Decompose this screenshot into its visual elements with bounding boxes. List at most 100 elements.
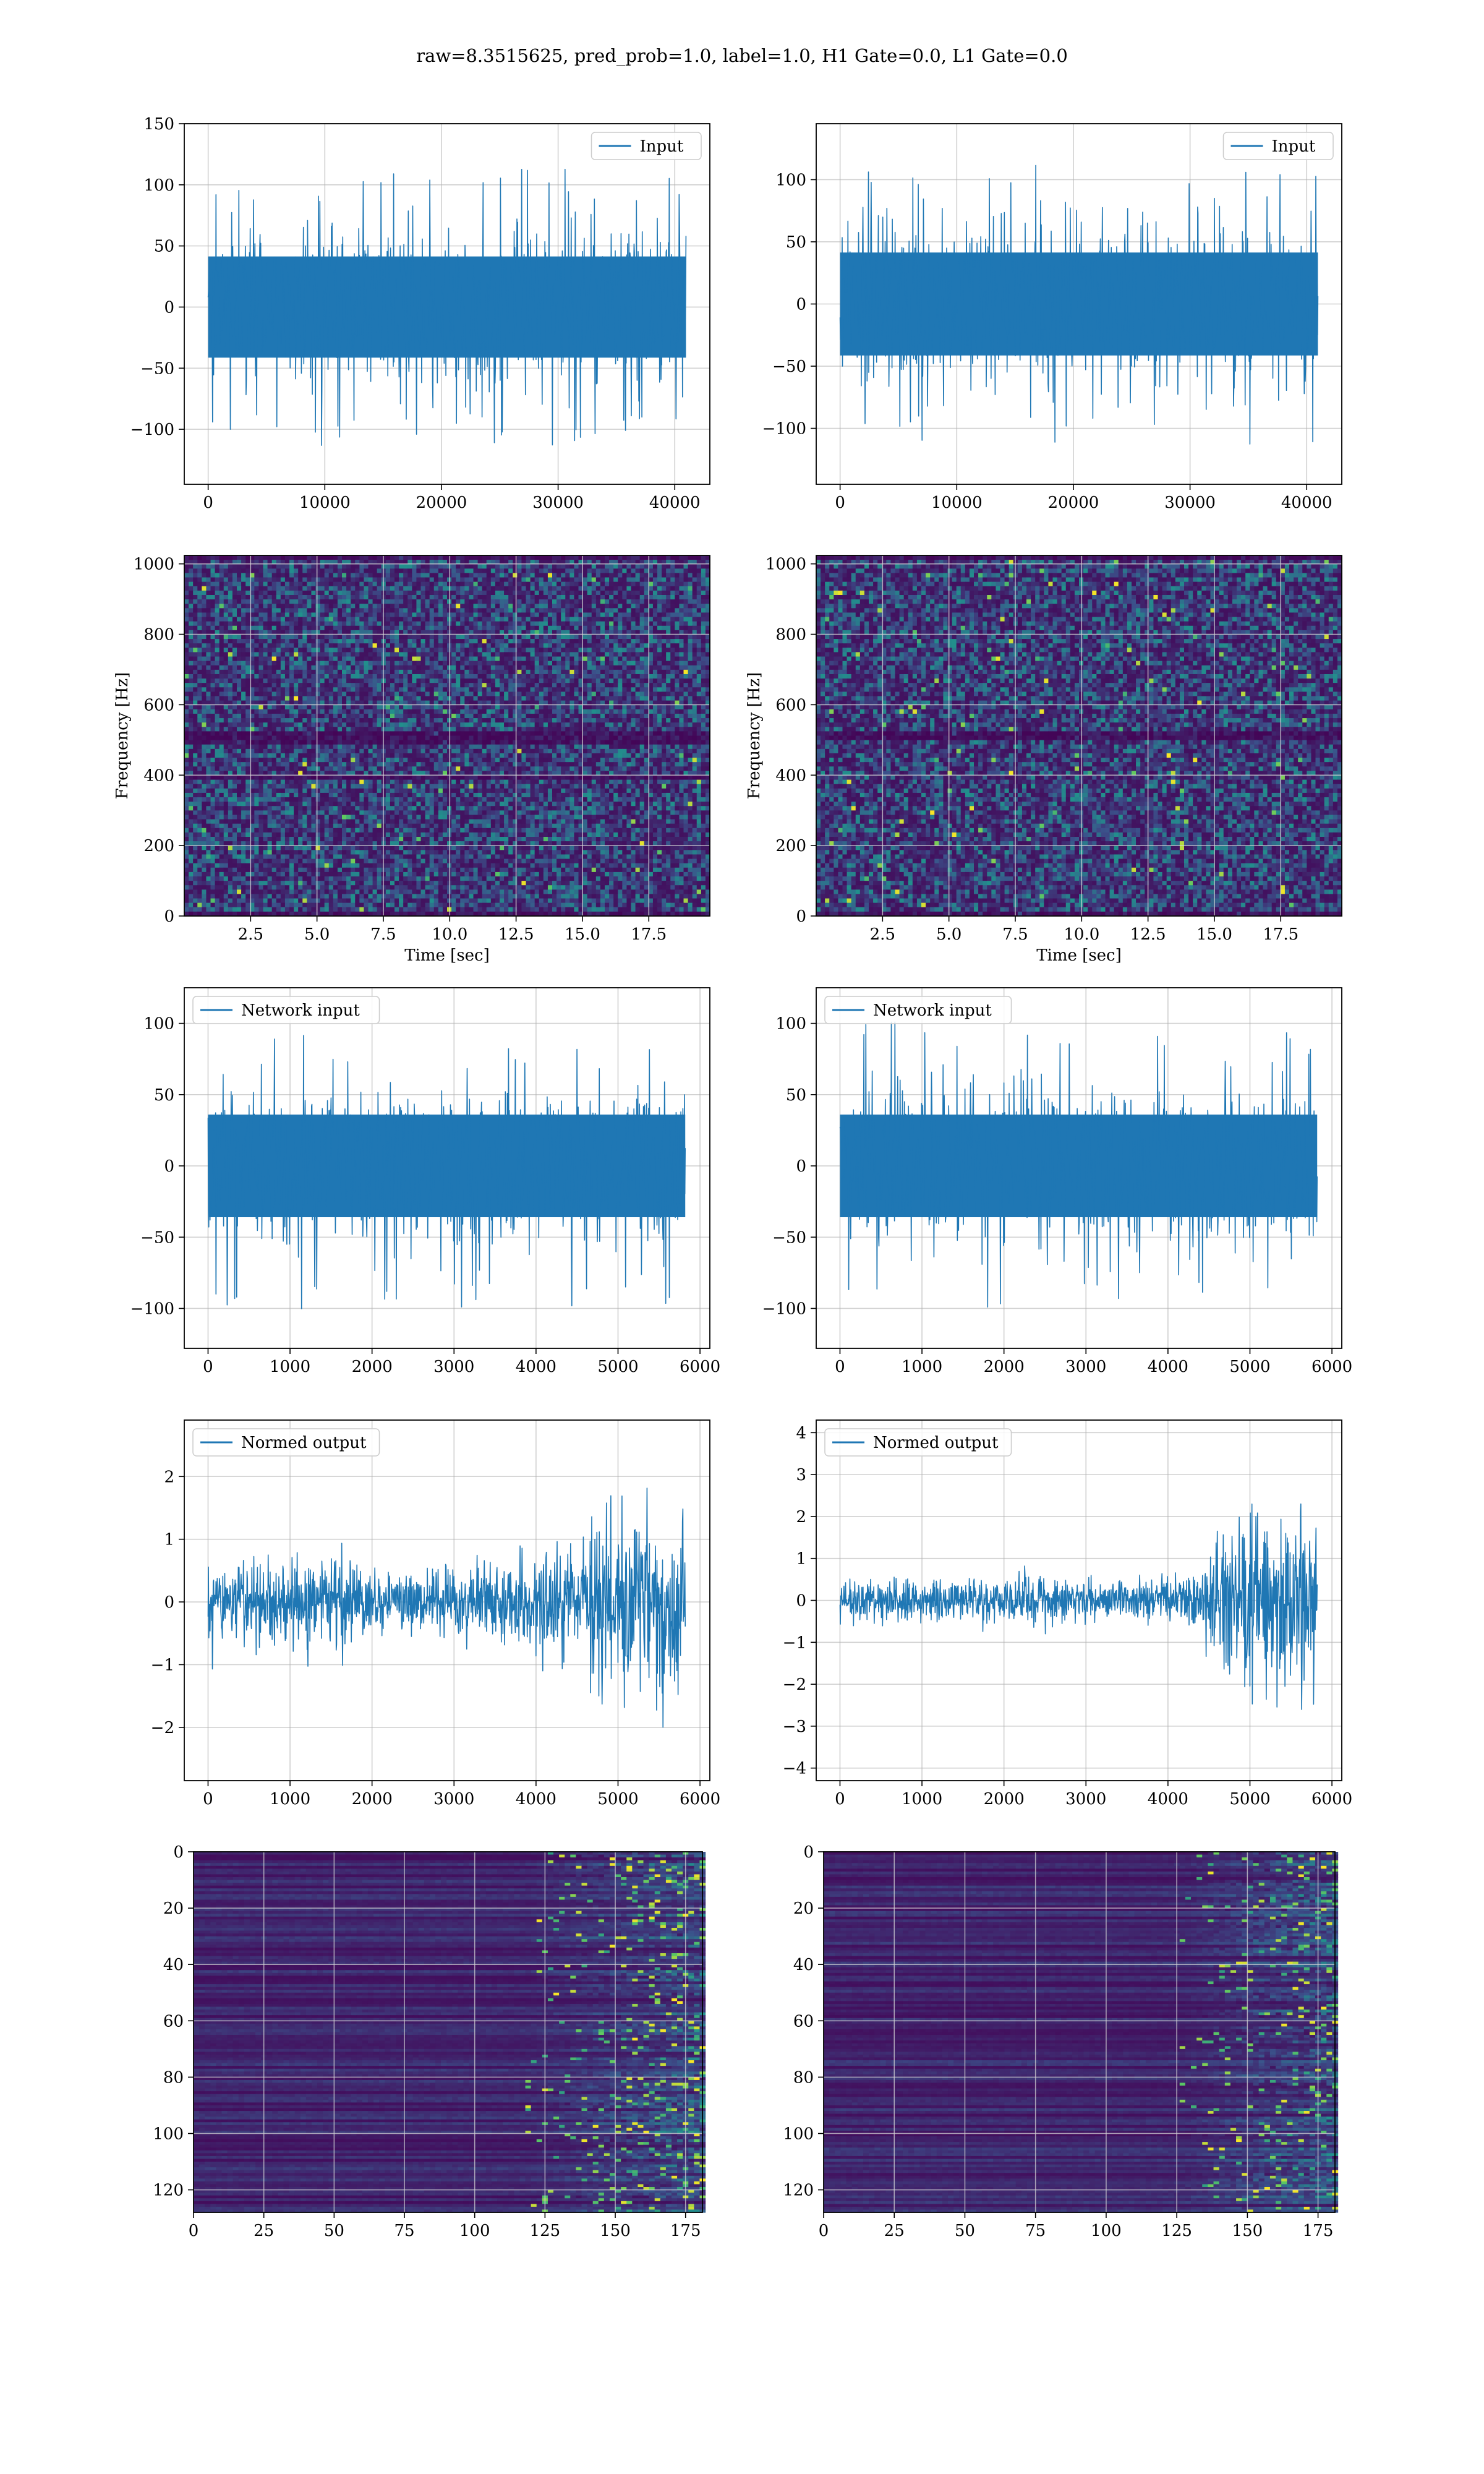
spectrogram-cell (245, 581, 250, 587)
spectrogram-cell (534, 700, 540, 706)
spectrogram-cell (320, 704, 325, 710)
spectrogram-cell (241, 700, 246, 706)
spectrogram-cell (442, 656, 448, 662)
spectrogram-cell (508, 661, 513, 666)
spectrogram-cell (635, 683, 641, 688)
spectrogram-cell (490, 599, 496, 604)
spectrogram-cell (587, 700, 592, 706)
spectrogram-cell (271, 722, 277, 727)
spectrogram-cell (298, 713, 303, 719)
spectrogram-cell (675, 661, 680, 666)
spectrogram-cell (618, 568, 623, 574)
spectrogram-cell (298, 669, 303, 675)
spectrogram-cell (364, 604, 369, 609)
spectrogram-cell (683, 555, 689, 560)
spectrogram-cell (280, 674, 286, 679)
spectrogram-cell (613, 581, 618, 587)
spectrogram-cell (433, 683, 439, 688)
spectrogram-cell (250, 687, 255, 692)
spectrogram-cell (250, 639, 255, 644)
spectrogram-cell (473, 722, 479, 727)
spectrogram-cell (605, 617, 610, 622)
spectrogram-cell (311, 599, 317, 604)
spectrogram-cell (420, 586, 426, 591)
spectrogram-cell (613, 727, 618, 732)
spectrogram-cell (416, 568, 422, 574)
spectrogram-cell (237, 691, 242, 697)
spectrogram-cell (284, 608, 290, 614)
spectrogram-cell (324, 564, 330, 569)
spectrogram-cell (701, 555, 706, 560)
spectrogram-cell (626, 568, 632, 574)
spectrogram-cell (464, 594, 470, 600)
spectrogram-cell (351, 704, 356, 710)
spectrogram-cell (355, 564, 360, 569)
spectrogram-cell (482, 678, 487, 683)
spectrogram-cell (486, 604, 492, 609)
spectrogram-cell (372, 661, 378, 666)
spectrogram-cell (412, 577, 417, 583)
spectrogram-cell (271, 665, 277, 670)
spectrogram-cell (456, 621, 461, 627)
spectrogram-cell (613, 718, 618, 723)
spectrogram-cell (534, 581, 540, 587)
spectrogram-cell (582, 617, 588, 622)
spectrogram-cell (442, 639, 448, 644)
spectrogram-cell (652, 581, 658, 587)
spectrogram-cell (595, 727, 601, 732)
spectrogram-cell (193, 573, 198, 578)
spectrogram-cell (605, 718, 610, 723)
spectrogram-cell (368, 577, 373, 583)
spectrogram-cell (609, 639, 614, 644)
spectrogram-cell (407, 594, 412, 600)
spectrogram-cell (438, 700, 443, 706)
spectrogram-cell (517, 669, 522, 675)
spectrogram-cell (464, 634, 470, 640)
spectrogram-cell (679, 634, 684, 640)
spectrogram-cell (539, 634, 544, 640)
spectrogram-cell (679, 696, 684, 701)
spectrogram-cell (500, 621, 505, 627)
spectrogram-cell (416, 700, 422, 706)
spectrogram-cell (324, 713, 330, 719)
spectrogram-cell (416, 560, 422, 565)
spectrogram-cell (241, 599, 246, 604)
spectrogram-cell (495, 586, 500, 591)
spectrogram-cell (333, 722, 338, 727)
spectrogram-cell (587, 634, 592, 640)
spectrogram-cell (556, 674, 561, 679)
spectrogram-cell (403, 604, 408, 609)
spectrogram-cell (390, 577, 395, 583)
spectrogram-cell (662, 709, 667, 714)
spectrogram-cell (679, 648, 684, 653)
spectrogram-cell (530, 573, 535, 578)
spectrogram-cell (460, 564, 465, 569)
spectrogram-cell (254, 625, 260, 631)
spectrogram-cell (526, 599, 531, 604)
spectrogram-cell (189, 674, 194, 679)
spectrogram-cell (675, 625, 680, 631)
spectrogram-cell (569, 687, 575, 692)
spectrogram-cell (328, 652, 334, 657)
spectrogram-cell (569, 594, 575, 600)
spectrogram-cell (399, 704, 404, 710)
spectrogram-cell (355, 590, 360, 596)
spectrogram-cell (622, 709, 628, 714)
spectrogram-cell (337, 586, 343, 591)
spectrogram-cell (280, 630, 286, 635)
spectrogram-cell (438, 727, 443, 732)
spectrogram-cell (193, 700, 198, 706)
spectrogram-cell (456, 630, 461, 635)
spectrogram-cell (569, 709, 575, 714)
spectrogram-cell (420, 594, 426, 600)
spectrogram-cell (613, 564, 618, 569)
spectrogram-cell (561, 656, 566, 662)
spectrogram-cell (626, 599, 632, 604)
spectrogram-cell (683, 581, 689, 587)
spectrogram-cell (565, 687, 570, 692)
spectrogram-cell (403, 573, 408, 578)
spectrogram-cell (539, 700, 544, 706)
spectrogram-cell (595, 718, 601, 723)
spectrogram-cell (456, 674, 461, 679)
spectrogram-cell (337, 656, 343, 662)
